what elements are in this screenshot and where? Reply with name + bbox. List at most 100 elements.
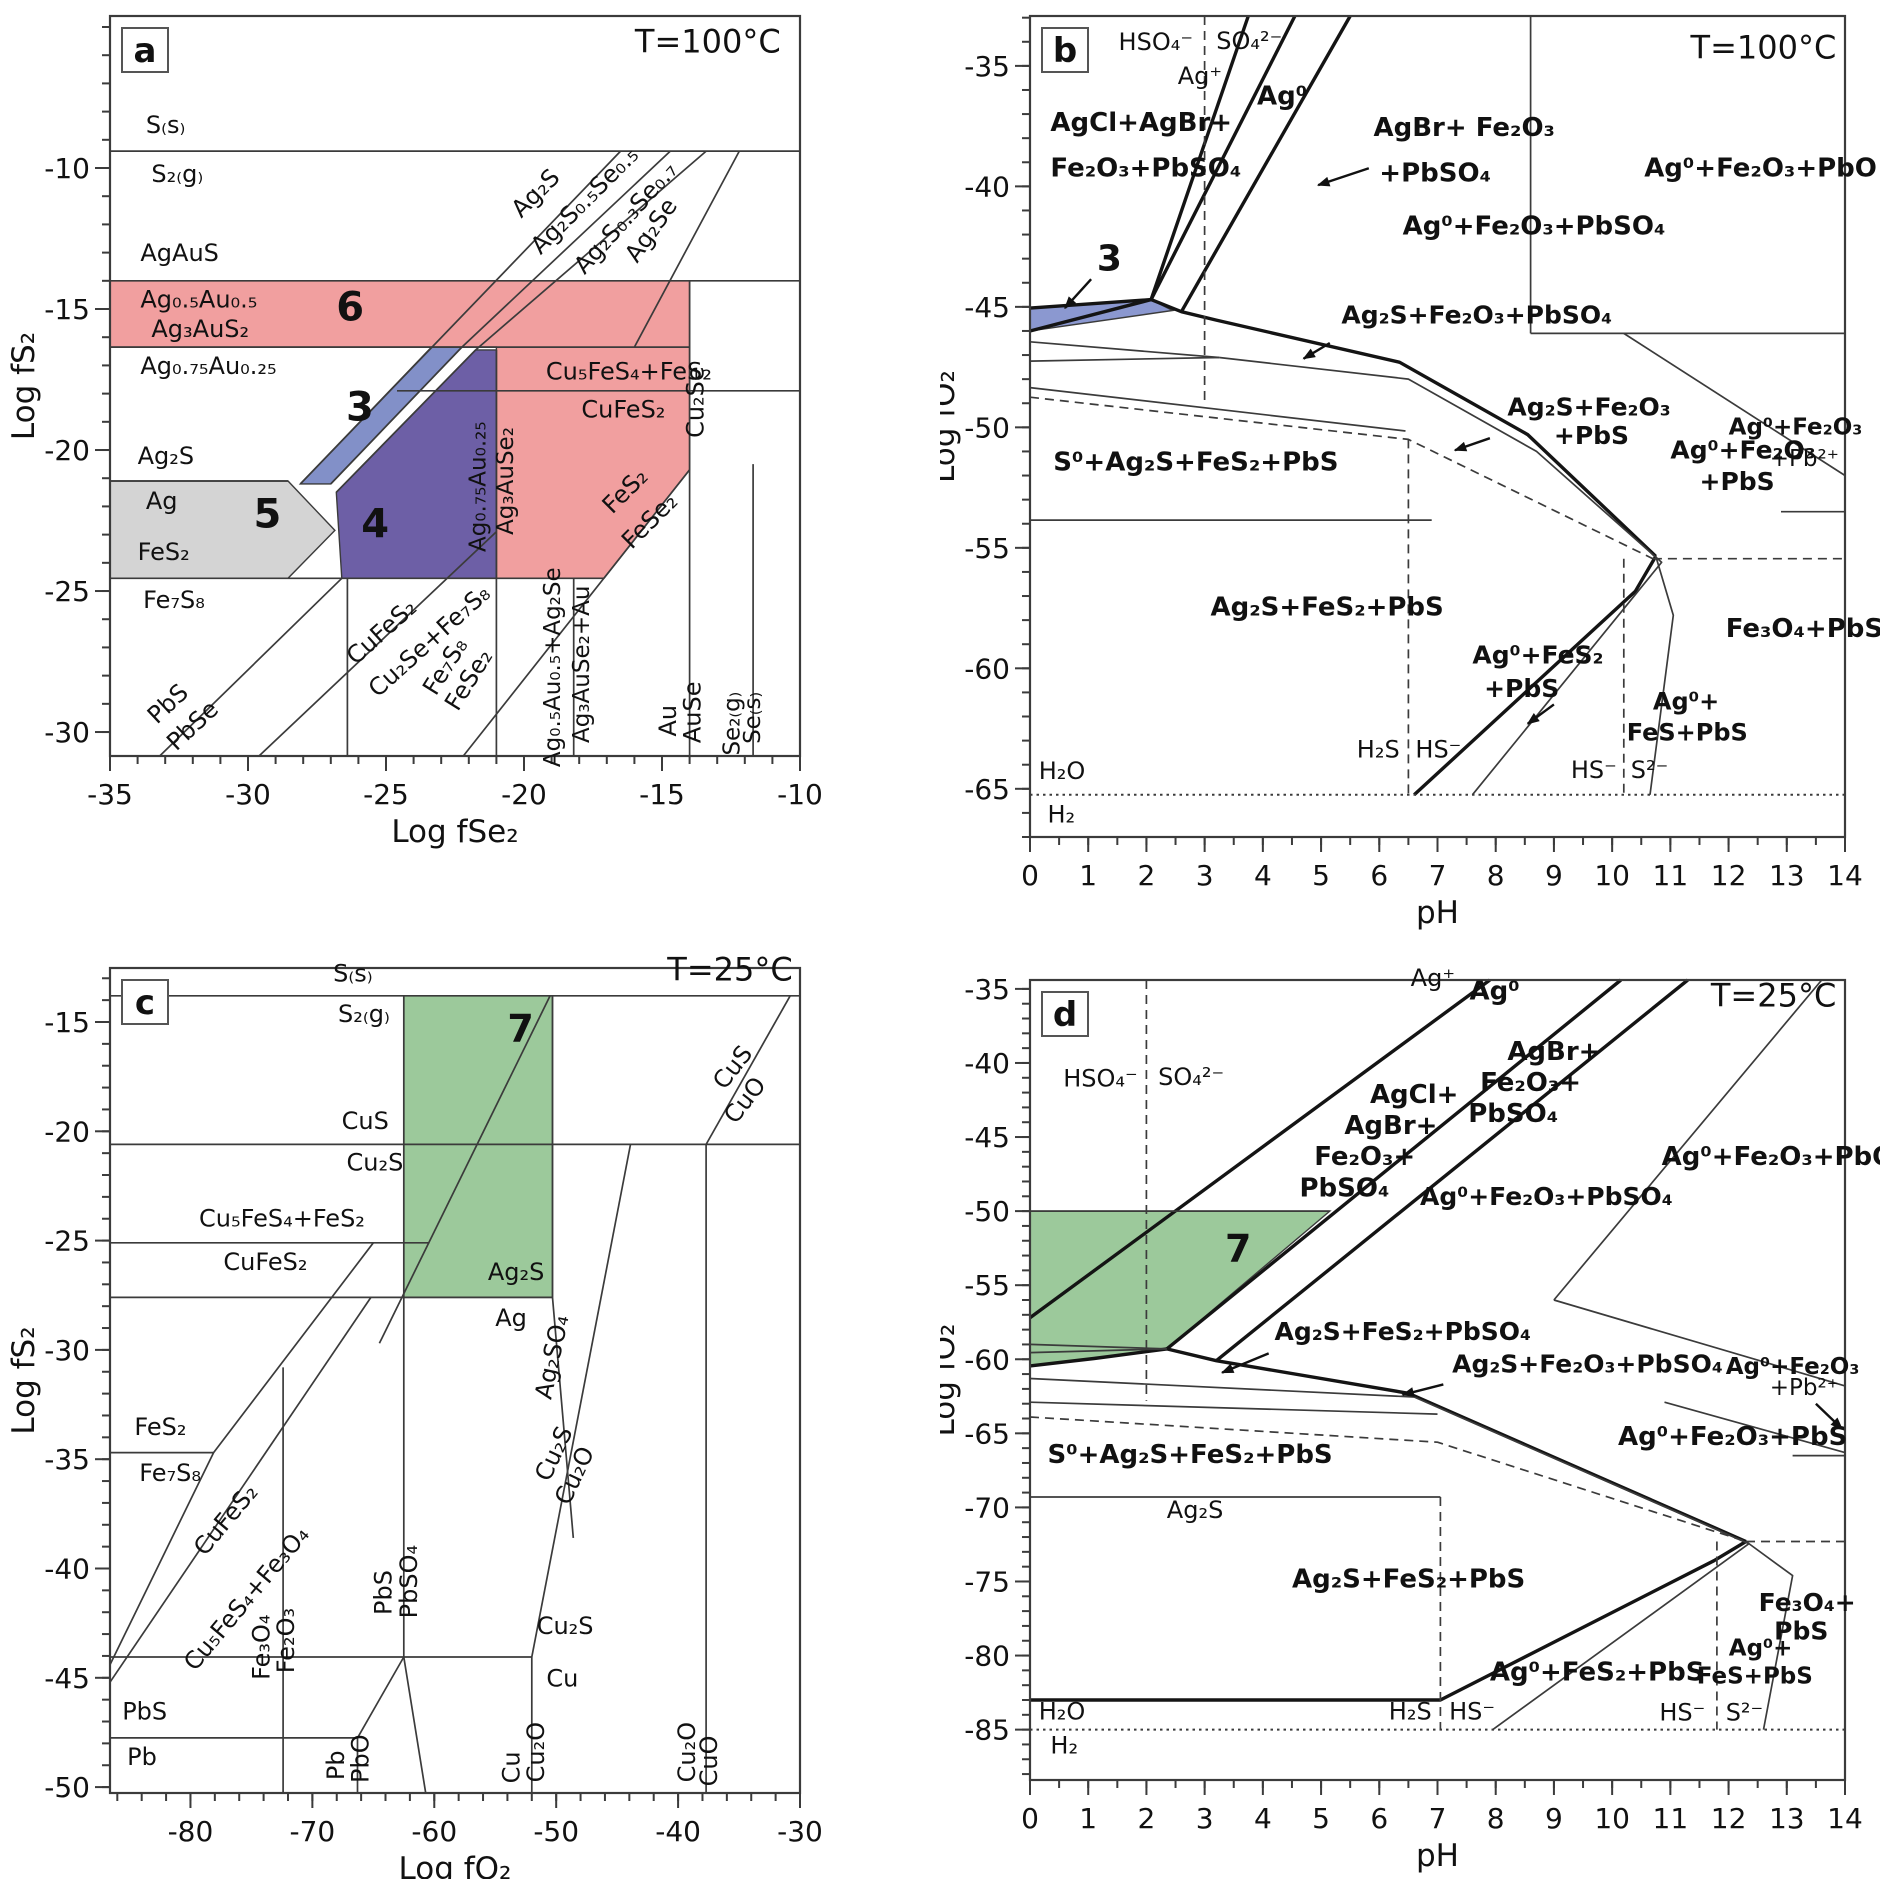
annotation-label: Ag₃AuS₂ xyxy=(151,315,249,343)
boundary-line xyxy=(1029,1348,1167,1354)
annotation-label: Ag⁺ xyxy=(1411,964,1455,992)
boundary-line xyxy=(1029,1347,1168,1368)
boundary-line xyxy=(461,150,671,348)
annotation-label: HS⁻ xyxy=(1659,1699,1705,1727)
y-tick-label: -10 xyxy=(44,152,90,185)
x-tick-label: 12 xyxy=(1711,859,1747,892)
panel-d: 0 1 2 3 4 5 6 7 8 9 10 11 12 13 14-35-40-45-50-55-60-6… xyxy=(940,964,1880,1874)
boundary-line xyxy=(330,346,463,485)
y-tick-label: -35 xyxy=(44,1443,90,1476)
annotation-label: CuFeS₂ xyxy=(223,1248,307,1276)
y-tick-label: -50 xyxy=(964,1195,1010,1228)
annotation-label: +PbS xyxy=(1554,421,1629,450)
y-tick-label: -85 xyxy=(964,1714,1010,1747)
x-axis-label: Log fSe₂ xyxy=(391,814,518,850)
y-tick-label: -15 xyxy=(44,293,90,326)
y-tick-label: -65 xyxy=(964,773,1010,806)
annotation-arrow xyxy=(1302,341,1331,360)
y-tick-label: -40 xyxy=(964,1047,1010,1080)
annotation-label: H₂ xyxy=(1048,801,1076,829)
annotation-label: S₍s₎ xyxy=(146,111,186,139)
y-tick-label: -40 xyxy=(964,170,1010,203)
annotation-label: AgBr+ Fe₂O₃ xyxy=(1374,113,1555,143)
y-tick-label: -35 xyxy=(964,973,1010,1006)
y-tick-label: -15 xyxy=(44,1006,90,1039)
panel-letter: c xyxy=(135,983,155,1023)
annotation-label: AuSe xyxy=(679,681,707,743)
annotation-arrow xyxy=(1220,1352,1270,1374)
x-tick-label: 2 xyxy=(1138,1802,1156,1835)
annotation-label: Ag₂S xyxy=(138,442,195,470)
x-tick-label: 7 xyxy=(1429,1802,1447,1835)
annotation-label: S₂₍g₎ xyxy=(338,1000,390,1028)
y-tick-label: -20 xyxy=(44,434,90,467)
annotation-label: Ag₀.₇₅Au₀.₂₅ xyxy=(140,352,276,380)
annotation-label: Pb xyxy=(127,1743,157,1771)
boundary-line xyxy=(1745,1540,1794,1730)
y-tick-label: -45 xyxy=(964,1121,1010,1154)
annotation-label: AgBr+ xyxy=(1507,1037,1600,1067)
y-tick-label: -30 xyxy=(44,716,90,749)
x-tick-label: 0 xyxy=(1021,1802,1039,1835)
boundary-line xyxy=(335,349,477,493)
annotation-label: HS⁻ xyxy=(1571,756,1617,784)
annotation-label: Ag₂S+Fe₂O₃+PbSO₄ xyxy=(1452,1350,1723,1379)
annotation-label: Ag⁰+ xyxy=(1653,687,1719,715)
annotation-label: Fe₇S₈ xyxy=(143,586,205,614)
annotation-label: Ag⁰+Fe₂O₃+PbS xyxy=(1618,1422,1847,1452)
annotation-arrow xyxy=(1401,1383,1444,1397)
annotation-label: +Pb²⁺ xyxy=(1770,446,1839,472)
x-tick-label: 11 xyxy=(1653,1802,1689,1835)
boundary-line xyxy=(1413,555,1658,797)
y-axis-label: Log fO₂ xyxy=(940,370,962,483)
x-tick-label: 2 xyxy=(1138,859,1156,892)
annotation-label: H₂O xyxy=(1039,757,1086,785)
boundary-line xyxy=(109,1242,374,1666)
annotation-label: Cu₂S xyxy=(347,1149,404,1177)
annotation-label: Ag₂S+FeS₂+PbS xyxy=(1211,592,1444,622)
boundary-line xyxy=(109,1296,372,1683)
annotation-label: 6 xyxy=(336,284,364,330)
boundary-line xyxy=(1664,1401,1846,1454)
x-tick-label: -25 xyxy=(363,778,409,811)
y-tick-label: -25 xyxy=(44,1225,90,1258)
boundary-line xyxy=(1150,298,1657,558)
y-tick-label: -60 xyxy=(964,1343,1010,1376)
annotation-label: Se₂₍g₎ xyxy=(719,692,745,756)
x-tick-label: 8 xyxy=(1487,1802,1505,1835)
annotation-label: Ag₀.₇₅Au₀.₂₅ xyxy=(465,421,491,552)
plot-border xyxy=(108,14,802,758)
annotation-label: Fe₇S₈ xyxy=(139,1459,201,1487)
annotation-label: Ag₂S xyxy=(1167,1496,1224,1524)
annotation-label: Cu₅FeS₄+FeS₂ xyxy=(546,358,712,386)
annotation-label: +PbSO₄ xyxy=(1379,159,1491,189)
boundary-line xyxy=(1029,1343,1167,1350)
annotation-label: Cu xyxy=(498,1751,526,1783)
annotation-label: Ag⁰+Fe₂O₃ xyxy=(1726,1354,1860,1380)
annotation-label: +Pb²⁺ xyxy=(1770,1375,1839,1401)
annotation-label: Au xyxy=(654,705,682,737)
annotation-label: 3 xyxy=(1097,239,1122,280)
x-tick-label: 6 xyxy=(1370,859,1388,892)
x-tick-label: 9 xyxy=(1545,859,1563,892)
annotation-label: T=25°C xyxy=(666,951,792,989)
x-tick-label: -40 xyxy=(655,1815,701,1848)
x-tick-label: 11 xyxy=(1653,859,1689,892)
boundary-line xyxy=(1623,332,1846,477)
annotation-label: Fe₂O₃+ xyxy=(1314,1142,1415,1172)
annotation-label: PbS xyxy=(370,1570,398,1615)
x-tick-label: 0 xyxy=(1021,859,1039,892)
boundary-line xyxy=(1179,15,1352,313)
boundary-line xyxy=(159,577,343,757)
boundary-line xyxy=(1215,978,1689,1363)
boundary-line xyxy=(1029,297,1152,333)
y-tick-label: -80 xyxy=(964,1640,1010,1673)
annotation-label: Fe₃O₄ xyxy=(248,1615,276,1680)
annotation-label: S₂₍g₎ xyxy=(151,160,203,188)
annotation-label: AgCl+ xyxy=(1370,1080,1459,1110)
boundary-line xyxy=(1029,1401,1438,1415)
x-axis-label: pH xyxy=(1416,1838,1459,1874)
annotation-arrow xyxy=(1526,703,1555,725)
annotation-arrow xyxy=(1815,1402,1843,1430)
x-tick-label: -60 xyxy=(411,1815,457,1848)
